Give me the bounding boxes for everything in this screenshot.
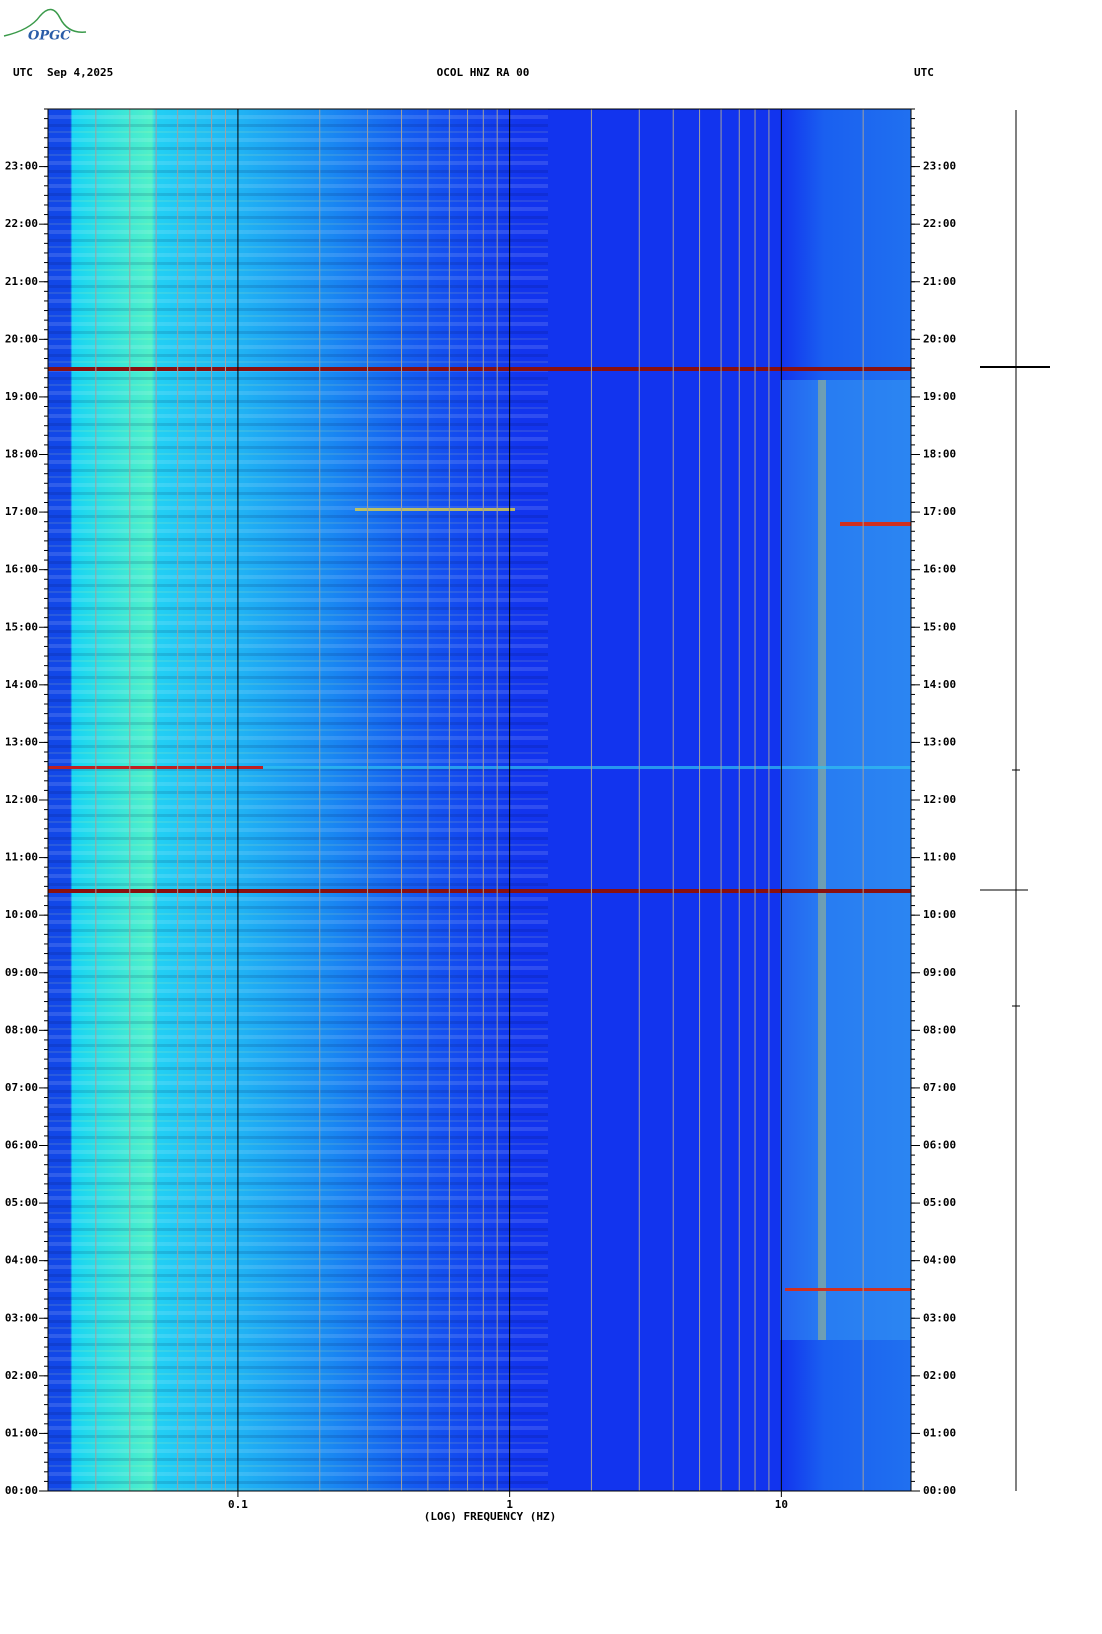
y-tick-label: 22:00: [923, 217, 956, 230]
y-tick-label: 17:00: [5, 505, 38, 518]
y-tick-label: 06:00: [923, 1139, 956, 1152]
y-tick-label: 21:00: [923, 275, 956, 288]
y-tick-label: 14:00: [5, 678, 38, 691]
y-tick-label: 11:00: [923, 851, 956, 864]
y-tick-label: 20:00: [5, 332, 38, 345]
right-label: UTC: [914, 66, 934, 79]
y-tick-label: 09:00: [5, 966, 38, 979]
y-tick-label: 13:00: [923, 735, 956, 748]
event-line: [48, 889, 911, 893]
y-tick-label: 13:00: [5, 735, 38, 748]
y-tick-label: 18:00: [923, 448, 956, 461]
y-tick-label: 00:00: [923, 1484, 956, 1497]
y-tick-label: 15:00: [923, 620, 956, 633]
noise-band: [818, 380, 826, 1340]
event-line: [840, 522, 911, 526]
date: Sep 4,2025: [47, 66, 113, 79]
event-line: [48, 766, 263, 769]
y-tick-label: 10:00: [923, 908, 956, 921]
y-tick-label: 11:00: [5, 851, 38, 864]
y-tick-label: 00:00: [5, 1484, 38, 1497]
y-tick-label: 09:00: [923, 966, 956, 979]
high-frequency-noise: [780, 380, 911, 1340]
y-tick-label: 04:00: [923, 1254, 956, 1267]
y-tick-label: 02:00: [923, 1369, 956, 1382]
left-label: UTC: [13, 66, 33, 79]
x-tick-label: 0.1: [228, 1498, 248, 1511]
event-line: [785, 1288, 911, 1291]
event-line: [355, 508, 515, 511]
logo: OPGC: [28, 29, 71, 44]
logo-mark: [3, 8, 87, 37]
y-tick-label: 07:00: [5, 1081, 38, 1094]
chart-title: OCOL HNZ RA 00: [437, 66, 530, 79]
y-tick-label: 07:00: [923, 1081, 956, 1094]
y-tick-label: 03:00: [923, 1311, 956, 1324]
y-tick-label: 12:00: [5, 793, 38, 806]
y-tick-label: 02:00: [5, 1369, 38, 1382]
y-tick-label: 15:00: [5, 620, 38, 633]
y-tick-label: 08:00: [5, 1023, 38, 1036]
x-tick-label: 1: [506, 1498, 513, 1511]
y-tick-label: 20:00: [923, 332, 956, 345]
y-tick-label: 04:00: [5, 1254, 38, 1267]
spectrogram-texture: [48, 109, 548, 1491]
y-tick-label: 23:00: [923, 160, 956, 173]
y-tick-label: 05:00: [5, 1196, 38, 1209]
event-line: [263, 766, 911, 769]
y-tick-label: 06:00: [5, 1139, 38, 1152]
y-tick-label: 17:00: [923, 505, 956, 518]
y-tick-label: 22:00: [5, 217, 38, 230]
y-tick-label: 18:00: [5, 448, 38, 461]
y-tick-label: 14:00: [923, 678, 956, 691]
y-tick-label: 08:00: [923, 1023, 956, 1036]
y-tick-label: 19:00: [923, 390, 956, 403]
y-tick-label: 16:00: [5, 563, 38, 576]
x-axis-label: (LOG) FREQUENCY (HZ): [424, 1510, 556, 1523]
y-tick-label: 01:00: [5, 1426, 38, 1439]
y-tick-label: 01:00: [923, 1426, 956, 1439]
y-tick-label: 05:00: [923, 1196, 956, 1209]
y-tick-label: 23:00: [5, 160, 38, 173]
y-tick-label: 03:00: [5, 1311, 38, 1324]
x-tick-label: 10: [775, 1498, 788, 1511]
event-line: [48, 367, 911, 371]
y-tick-label: 21:00: [5, 275, 38, 288]
y-tick-label: 19:00: [5, 390, 38, 403]
y-tick-label: 16:00: [923, 563, 956, 576]
y-tick-label: 12:00: [923, 793, 956, 806]
grid: [95, 109, 864, 1491]
y-tick-label: 10:00: [5, 908, 38, 921]
